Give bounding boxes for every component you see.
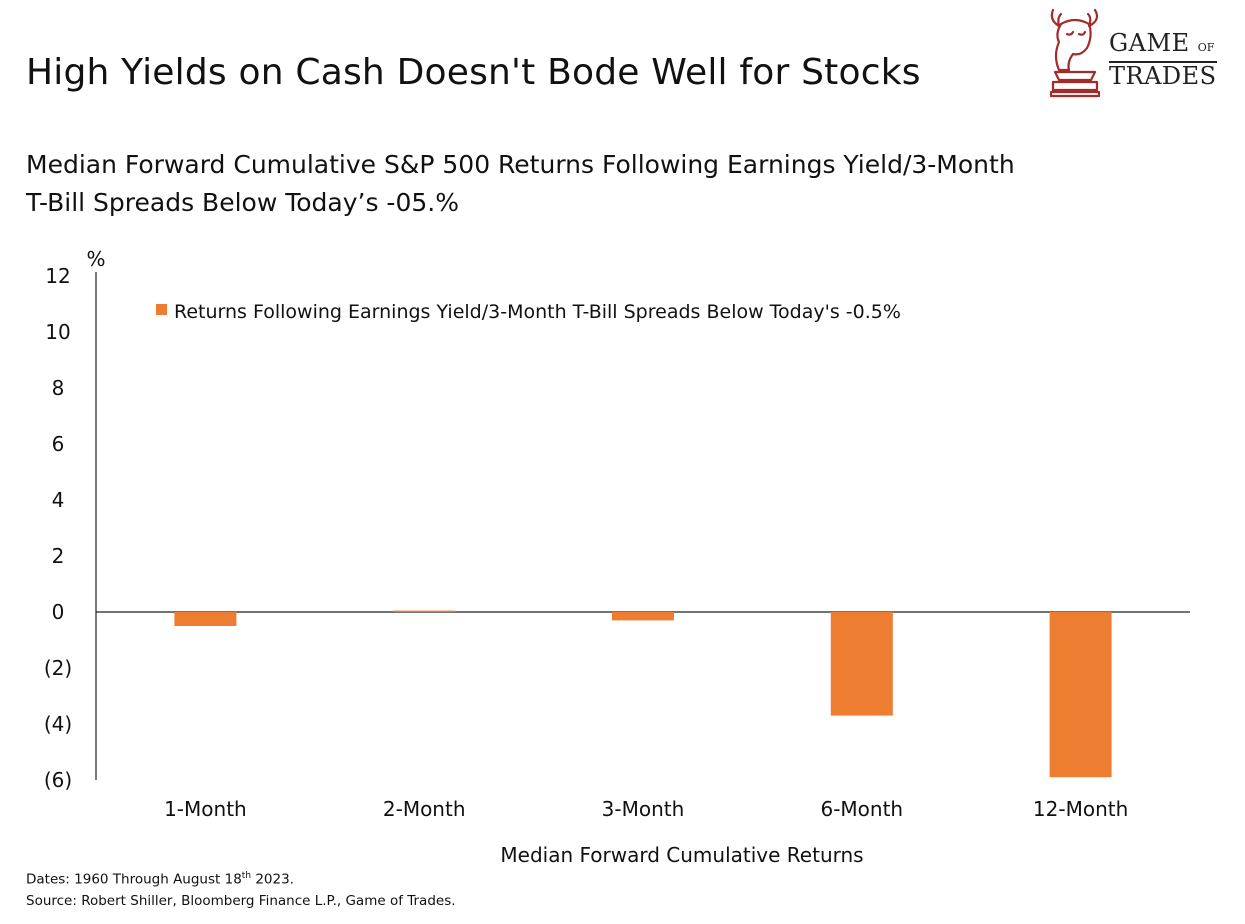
footnote-dates-prefix: Dates: 1960 Through August 18 — [26, 871, 242, 888]
footnote-dates-sup: th — [241, 871, 252, 881]
y-tick-label: 10 — [45, 320, 70, 344]
subtitle-line-2: T-Bill Spreads Below Today’s -05.% — [26, 188, 459, 217]
logo-word-of: OF — [1197, 41, 1215, 54]
x-axis-title: Median Forward Cumulative Returns — [500, 843, 863, 867]
bar-12-month — [1049, 612, 1112, 778]
y-tick-label: (4) — [44, 712, 72, 736]
bar-chart: % 12 10 8 6 4 2 0 (2) (4) (6) 1-Month 2-Month 3-Month… — [44, 247, 1190, 867]
subtitle-line-1: Median Forward Cumulative S&P 500 Return… — [26, 150, 1015, 179]
x-tick-label: 12-Month — [1033, 797, 1128, 821]
y-tick-label: 0 — [52, 600, 65, 624]
footnote-dates-suffix: 2023. — [251, 871, 294, 888]
x-tick-label: 2-Month — [383, 797, 466, 821]
logo-word-game: GAME — [1109, 29, 1190, 57]
footnote-source: Source: Robert Shiller, Bloomberg Financ… — [26, 893, 456, 909]
y-tick-label: 12 — [45, 264, 70, 288]
y-tick-label: 4 — [52, 488, 65, 512]
y-tick-label: 6 — [52, 432, 65, 456]
logo-wordmark: GAME OF TRADES — [1109, 30, 1217, 92]
legend-swatch — [156, 304, 167, 315]
x-tick-label: 1-Month — [164, 797, 247, 821]
bull-chess-knight-icon — [1049, 8, 1101, 98]
x-tick-label: 6-Month — [820, 797, 903, 821]
y-tick-label: (6) — [44, 768, 72, 792]
legend-label: Returns Following Earnings Yield/3-Month… — [174, 301, 901, 323]
footnote-dates: Dates: 1960 Through August 18th 2023. — [26, 871, 294, 888]
chart-title: High Yields on Cash Doesn't Bode Well fo… — [26, 52, 921, 93]
y-tick-label: (2) — [44, 656, 72, 680]
y-tick-label: 2 — [52, 544, 65, 568]
bar-2-month — [393, 610, 456, 612]
y-axis-unit-label: % — [86, 247, 105, 271]
chart-subtitle: Median Forward Cumulative S&P 500 Return… — [26, 146, 1126, 222]
x-tick-label: 3-Month — [602, 797, 685, 821]
bar-1-month — [174, 612, 237, 626]
y-tick-label: 8 — [52, 376, 65, 400]
bar-6-month — [830, 612, 893, 716]
game-of-trades-logo: GAME OF TRADES — [1045, 6, 1225, 100]
bar-3-month — [612, 612, 674, 621]
logo-word-trades: TRADES — [1109, 61, 1217, 90]
